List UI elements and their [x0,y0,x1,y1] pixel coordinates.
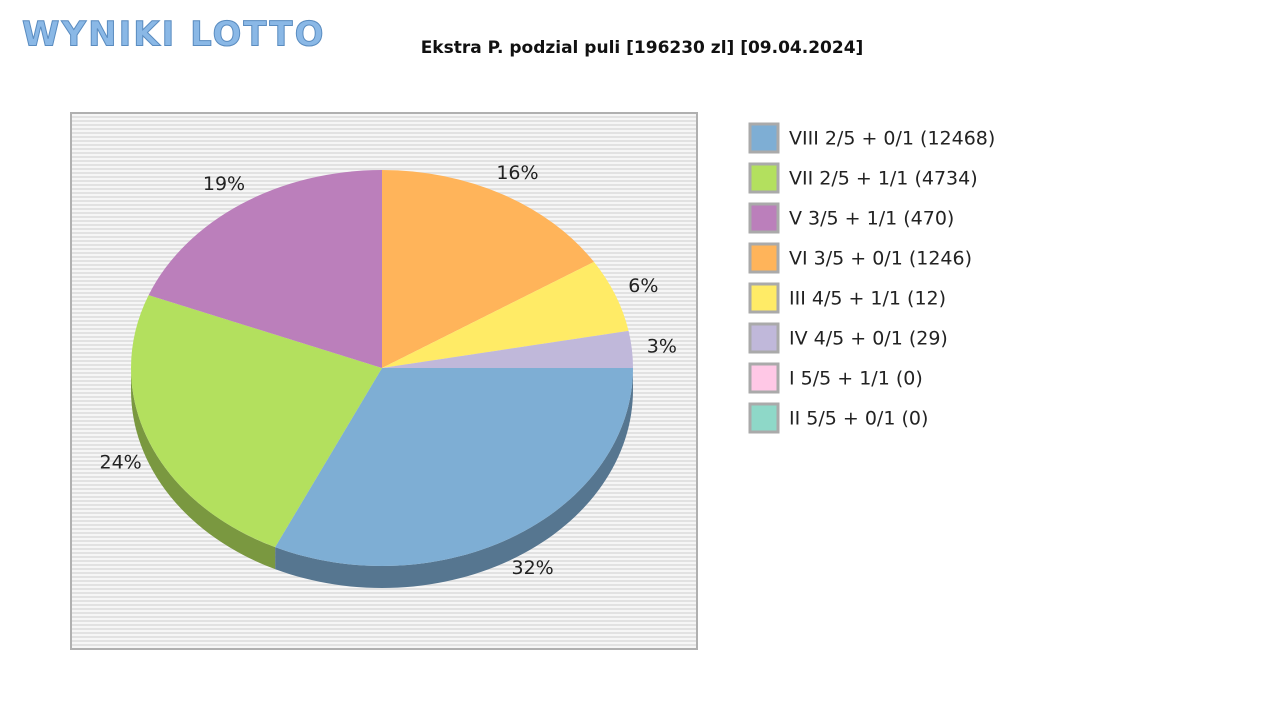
pie-side [131,368,276,570]
legend-swatch [748,322,780,354]
legend-label: I 5/5 + 1/1 (0) [789,368,923,390]
logo: WYNIKI LOTTO [22,15,326,55]
legend-swatch [748,282,780,314]
legend-label: II 5/5 + 0/1 (0) [789,408,928,430]
legend-swatch [748,402,780,434]
legend-swatch [748,122,780,154]
pie-side [275,368,633,588]
legend-swatch [748,162,780,194]
legend-label: V 3/5 + 1/1 (470) [789,208,954,230]
pie-slice [148,170,382,368]
pie-slice [131,295,382,548]
legend-swatch [748,202,780,234]
slice-label: 16% [496,162,538,184]
legend-label: III 4/5 + 1/1 (12) [789,288,946,310]
slice-label: 24% [100,451,142,473]
pie-slice [275,368,633,566]
pie-slice [382,170,594,368]
legend-swatch [748,362,780,394]
pie: 32% 24% 19% 16% 6% 3% [100,162,677,588]
pie-slice [382,261,629,368]
slice-label: 32% [512,557,554,579]
legend-label: VII 2/5 + 1/1 (4734) [789,168,978,190]
pie-slice [382,330,633,368]
legend-label: VI 3/5 + 0/1 (1246) [789,248,972,270]
slice-label: 6% [628,275,658,297]
legend-label: VIII 2/5 + 0/1 (12468) [789,128,995,150]
slice-label: 3% [647,336,677,358]
legend-label: IV 4/5 + 0/1 (29) [789,328,948,350]
legend-swatch [748,242,780,274]
legend: VIII 2/5 + 0/1 (12468) VII 2/5 + 1/1 (473… [748,122,995,434]
chart-title: Ekstra P. podzial puli [196230 zl] [09.0… [421,38,864,58]
slice-label: 19% [203,173,245,195]
